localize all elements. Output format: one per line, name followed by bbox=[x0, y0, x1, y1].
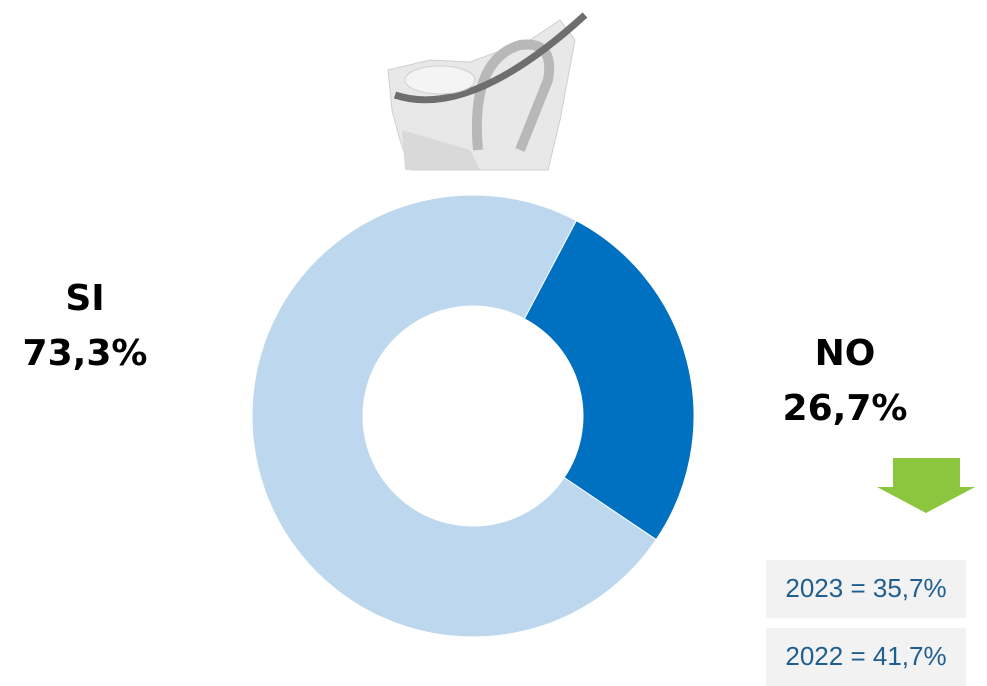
donut-slice bbox=[523, 219, 695, 541]
value-label: 73,3% bbox=[23, 333, 148, 374]
down-arrow bbox=[877, 458, 975, 513]
note-box bbox=[766, 628, 966, 686]
donut bbox=[251, 194, 695, 638]
donut-slice bbox=[251, 194, 657, 638]
category-label: NO bbox=[815, 333, 876, 374]
value-label: 26,7% bbox=[783, 388, 908, 429]
annotation: 2023 = 35,7% bbox=[785, 573, 946, 603]
category-label: SI bbox=[65, 278, 104, 319]
note-box bbox=[766, 560, 966, 618]
annotation: 2022 = 41,7% bbox=[785, 641, 946, 671]
car-seat-icon bbox=[387, 12, 588, 171]
